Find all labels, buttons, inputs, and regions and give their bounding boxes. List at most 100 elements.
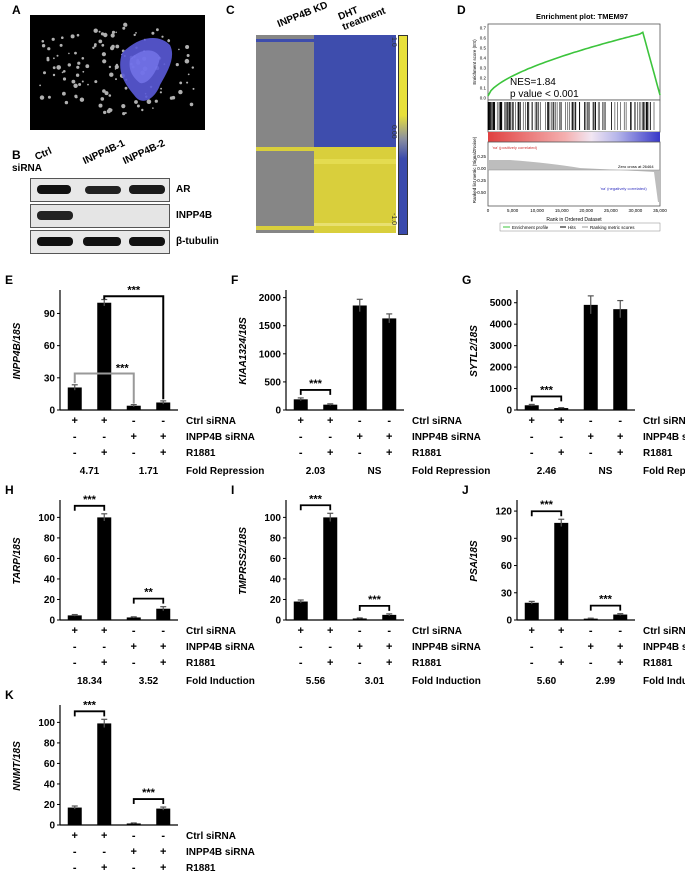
condition-symbol: - [530, 447, 534, 459]
significance-brackets: *** [530, 384, 563, 402]
bar [554, 522, 569, 620]
ranked-metric-area [488, 160, 660, 202]
condition-symbol: + [160, 862, 166, 874]
condition-symbol: + [131, 641, 137, 653]
bar [583, 618, 598, 620]
bar [156, 608, 171, 620]
legend-item: Enrichment profile [512, 225, 549, 230]
condition-symbol: + [617, 657, 623, 669]
chart-j: J 0 30 60 90 120 PSA/18S *** *** + + - - Ctrl siRNA - -… [462, 483, 685, 687]
condition-symbol: - [161, 625, 165, 637]
heatmap-col-label: DHT treatment [336, 4, 388, 33]
y-tick-label: 3000 [490, 341, 513, 352]
y-tick-label: 0 [275, 406, 281, 417]
condition-symbol: + [529, 625, 535, 637]
fold-value: NS [599, 466, 613, 477]
bar [67, 387, 82, 410]
y-axis-label: TMPRSS2/18S [238, 527, 249, 595]
condition-symbol: + [101, 625, 107, 637]
bar [126, 823, 141, 825]
fold-label: Fold Repression [412, 466, 490, 477]
bar [382, 614, 397, 620]
y-tick-label: 80 [44, 533, 56, 544]
color-scale-bar [398, 35, 408, 235]
condition-label: Ctrl siRNA [186, 416, 236, 427]
condition-symbol: - [102, 431, 106, 443]
y-tick-label: 20 [44, 595, 56, 606]
legend-item: Hits [568, 225, 576, 230]
y-tick-label: 120 [495, 507, 512, 518]
bracket [73, 372, 135, 404]
significance-mark: *** [309, 493, 323, 505]
y-tick-label: 90 [44, 309, 56, 320]
bar [323, 404, 338, 410]
significance-brackets: *** [299, 378, 332, 395]
gsea-xtick: 5,000 [507, 208, 519, 213]
condition-symbol: + [386, 431, 392, 443]
y-tick-label: 500 [264, 377, 281, 388]
bracket [358, 604, 391, 611]
bar [126, 405, 141, 410]
condition-symbol: - [589, 447, 593, 459]
condition-symbol: - [530, 431, 534, 443]
fold-value: 5.60 [537, 676, 557, 687]
condition-symbol: + [72, 830, 78, 842]
condition-label: R1881 [186, 863, 216, 874]
chart-i: I 0 20 40 60 80 100 TMPRSS2/18S *** *** + + - - Ctrl s… [231, 483, 481, 687]
y-tick-label: 60 [44, 759, 56, 770]
blot-strip-ar [30, 178, 170, 202]
condition-symbol: + [72, 625, 78, 637]
bar [382, 318, 397, 410]
condition-symbol: - [299, 431, 303, 443]
heatmap-col-label: INPP4B KD [275, 0, 330, 30]
gsea-xtick: 25,000 [604, 208, 618, 213]
condition-label: R1881 [186, 448, 216, 459]
bar [97, 302, 112, 410]
condition-symbol: - [559, 431, 563, 443]
condition-symbol: + [617, 641, 623, 653]
fold-label: Fold Repression [186, 466, 264, 477]
significance-mark: *** [83, 699, 97, 711]
condition-label: Ctrl siRNA [412, 416, 462, 427]
condition-symbol: + [327, 447, 333, 459]
gsea-xlabel: Rank in Ordered Dataset [546, 217, 602, 223]
fold-value: 2.99 [596, 676, 616, 687]
gsea-title: Enrichment plot: TMEM97 [536, 12, 628, 21]
condition-label: Ctrl siRNA [643, 626, 685, 637]
condition-symbol: + [101, 862, 107, 874]
condition-symbol: + [617, 447, 623, 459]
condition-symbol: - [73, 431, 77, 443]
bar [613, 614, 628, 620]
fold-value: 5.56 [306, 676, 326, 687]
panel-label: J [462, 483, 469, 497]
microscopy-drawing [39, 22, 195, 116]
condition-symbol: + [101, 447, 107, 459]
y-tick-label: 20 [270, 595, 282, 606]
y-tick-label: 1500 [259, 321, 282, 332]
condition-symbol: - [589, 657, 593, 669]
gsea-xtick: 30,000 [629, 208, 643, 213]
condition-symbol: + [101, 415, 107, 427]
condition-symbol: + [617, 431, 623, 443]
condition-symbol: - [132, 830, 136, 842]
fold-value: NS [368, 466, 382, 477]
panel-label: K [5, 688, 14, 702]
condition-symbol: - [358, 447, 362, 459]
bar [156, 808, 171, 825]
condition-symbol: - [299, 657, 303, 669]
condition-symbol: + [101, 657, 107, 669]
fold-value: 3.01 [365, 676, 385, 687]
panel-label: I [231, 483, 234, 497]
gsea-ytick-bottom: 0.25 [477, 154, 486, 159]
gsea-ytick: 0.1 [480, 86, 487, 91]
hits-frame [487, 99, 661, 133]
condition-symbol: + [558, 625, 564, 637]
significance-mark: ** [144, 587, 153, 599]
blot-strip-tubulin [30, 230, 170, 254]
fold-value: 2.46 [537, 466, 557, 477]
condition-symbol: - [358, 657, 362, 669]
condition-symbol: - [387, 415, 391, 427]
bracket [299, 504, 332, 511]
significance-mark: *** [142, 787, 156, 799]
